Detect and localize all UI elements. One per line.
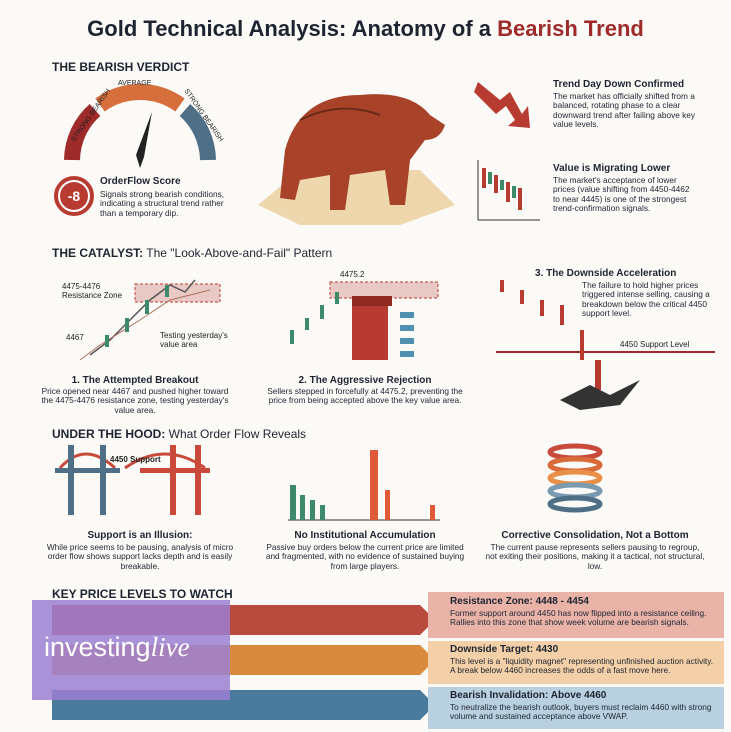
level-title: Bearish Invalidation: Above 4460: [450, 690, 607, 701]
chart-label: 4475-4476 Resistance Zone: [62, 282, 123, 300]
gauge-label: AVERAGE: [118, 80, 152, 87]
section-heading: UNDER THE HOOD: What Order Flow Reveals: [52, 427, 306, 441]
panel-title: 3. The Downside Acceleration: [535, 268, 677, 279]
chart-label: 4467: [66, 333, 84, 342]
section-heading: THE CATALYST: The "Look-Above-and-Fail" …: [52, 246, 332, 260]
level-text: Former support around 4450 has now flipp…: [450, 608, 707, 628]
chart-label: 4475.2: [340, 270, 365, 279]
title-main: Gold Technical Analysis: Anatomy of a: [87, 16, 498, 41]
chart-label: Testing yesterday's value area: [160, 331, 228, 349]
brand: investing: [44, 632, 151, 662]
panel-text: Price opened near 4467 and pushed higher…: [41, 386, 229, 415]
panel-title: 1. The Attempted Breakout: [71, 375, 199, 386]
score-text: Signals strong bearish conditions, indic…: [100, 189, 225, 218]
level-title: Resistance Zone: 4448 - 4454: [450, 596, 589, 607]
section-heading: KEY PRICE LEVELS TO WATCH: [52, 587, 233, 601]
score: -8: [67, 188, 81, 204]
title-highlight: Bearish Trend: [497, 16, 644, 41]
item-text: Passive buy orders below the current pri…: [265, 542, 465, 571]
watermark: investinglive: [44, 632, 190, 663]
panel-title: 2. The Aggressive Rejection: [298, 375, 432, 386]
level-text: To neutralize the bearish outlook, buyer…: [450, 702, 712, 722]
chart-label: 4450 Support Level: [620, 340, 690, 349]
item-title: Corrective Consolidation, Not a Bottom: [501, 530, 689, 541]
brand-highlight: live: [150, 632, 190, 662]
heading-sub: What Order Flow Reveals: [165, 427, 307, 441]
panel-text: Sellers stepped in forcefully at 4475.2,…: [267, 386, 463, 406]
heading-bold: THE CATALYST:: [52, 246, 144, 260]
item-text: While price seems to be pausing, analysi…: [46, 542, 234, 571]
item-title: No Institutional Accumulation: [294, 530, 436, 541]
level-text: This level is a "liquidity magnet" repre…: [450, 656, 714, 676]
level-title: Downside Target: 4430: [450, 644, 559, 655]
signal-title: Value is Migrating Lower: [553, 163, 671, 174]
signal-title: Trend Day Down Confirmed: [553, 79, 685, 90]
section-heading: THE BEARISH VERDICT: [52, 60, 190, 74]
heading-bold: UNDER THE HOOD:: [52, 427, 166, 441]
score-title: OrderFlow Score: [100, 176, 181, 187]
title: Gold Technical Analysis: Anatomy of a Be…: [0, 16, 731, 42]
panel-text: The failure to hold higher prices trigge…: [582, 280, 710, 318]
heading-sub: The "Look-Above-and-Fail" Pattern: [143, 246, 333, 260]
item-title: Support is an Illusion:: [87, 530, 193, 541]
chart-label: 4450 Support: [110, 455, 161, 464]
item-text: The current pause represents sellers pau…: [485, 542, 705, 571]
signal-text: The market has officially shifted from a…: [553, 91, 696, 129]
signal-text: The market's acceptance of lower prices …: [553, 175, 690, 213]
